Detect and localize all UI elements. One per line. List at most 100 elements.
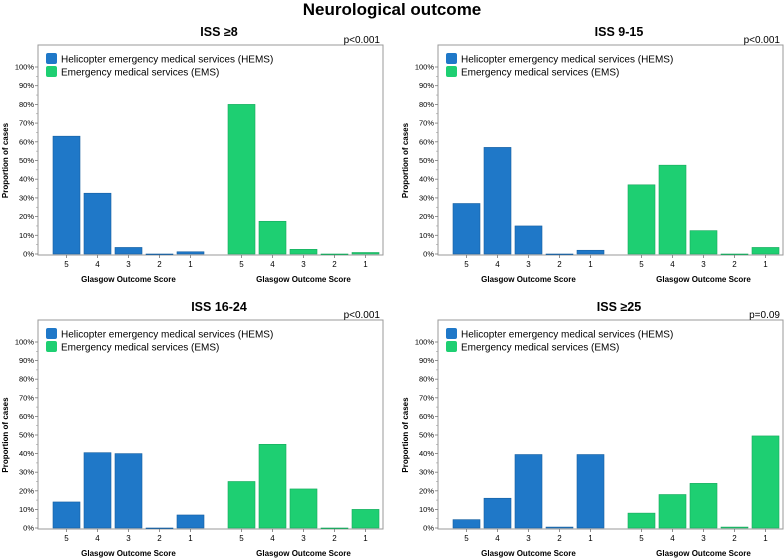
bar-ems-5 [627, 184, 656, 255]
bar-hems-3 [514, 454, 543, 529]
x-tick-label: 3 [701, 260, 706, 269]
y-tick-label: 10% [19, 505, 34, 514]
x-tick-label: 2 [557, 534, 562, 543]
bar-hems-2 [545, 526, 574, 529]
y-tick-label: 100% [15, 338, 35, 347]
x-tick-label: 3 [301, 260, 306, 269]
y-tick-label: 40% [19, 175, 34, 184]
legend-label-hems: Helicopter emergency medical services (H… [461, 55, 673, 66]
bar-ems-1 [351, 509, 380, 529]
bar-hems-2 [145, 253, 174, 255]
x-tick-label: 1 [188, 260, 193, 269]
p-value: p<0.001 [344, 310, 381, 321]
y-tick-label: 100% [15, 63, 35, 72]
bar-hems-5 [452, 519, 481, 529]
x-tick-label: 5 [239, 260, 244, 269]
legend-swatch-ems [446, 341, 457, 352]
bar-hems-3 [514, 225, 543, 255]
panel-title: ISS 16-24 [191, 300, 247, 314]
y-tick-label: 30% [19, 468, 34, 477]
x-tick-label: 5 [464, 260, 469, 269]
y-tick-label: 20% [419, 486, 434, 495]
x-tick-label: 1 [588, 260, 593, 269]
x-tick-label: 4 [495, 534, 500, 543]
bar-hems-5 [52, 501, 81, 529]
x-axis-label: Glasgow Outcome Score [256, 275, 351, 284]
y-tick-label: 80% [19, 100, 34, 109]
legend-swatch-ems [46, 341, 57, 352]
y-tick-label: 70% [419, 393, 434, 402]
legend-swatch-hems [446, 53, 457, 64]
y-tick-label: 10% [419, 231, 434, 240]
x-tick-label: 1 [763, 534, 768, 543]
y-axis-label: Proportion of cases [401, 397, 410, 473]
panel-1: ISS ≥8 p<0.001 Helicopter emergency medica… [1, 25, 384, 284]
x-tick-label: 2 [332, 534, 337, 543]
y-tick-label: 50% [19, 431, 34, 440]
x-tick-label: 4 [95, 260, 100, 269]
y-tick-label: 60% [419, 412, 434, 421]
x-axis-label: Glasgow Outcome Score [481, 275, 576, 284]
bar-hems-4 [483, 147, 512, 255]
x-tick-label: 2 [732, 260, 737, 269]
y-tick-label: 0% [423, 250, 434, 259]
y-tick-label: 60% [19, 412, 34, 421]
bar-hems-3 [114, 247, 143, 255]
legend-swatch-ems [446, 66, 457, 77]
x-tick-label: 3 [701, 534, 706, 543]
legend-label-ems: Emergency medical services (EMS) [61, 68, 219, 79]
y-tick-label: 70% [19, 393, 34, 402]
bar-ems-3 [289, 249, 318, 255]
x-tick-label: 4 [495, 260, 500, 269]
x-axis-label: Glasgow Outcome Score [656, 549, 751, 558]
x-tick-label: 1 [188, 534, 193, 543]
x-axis-label: Glasgow Outcome Score [656, 275, 751, 284]
y-tick-label: 40% [419, 449, 434, 458]
bar-ems-2 [720, 253, 749, 255]
panel-title: ISS ≥8 [200, 25, 237, 39]
x-tick-label: 1 [363, 534, 368, 543]
bar-ems-2 [320, 253, 349, 255]
y-tick-label: 40% [419, 175, 434, 184]
x-tick-label: 1 [363, 260, 368, 269]
y-tick-label: 30% [419, 193, 434, 202]
y-tick-label: 80% [419, 100, 434, 109]
y-axis-label: Proportion of cases [1, 397, 10, 473]
x-tick-label: 4 [270, 260, 275, 269]
y-axis-label: Proportion of cases [1, 122, 10, 198]
x-tick-label: 1 [588, 534, 593, 543]
legend-swatch-hems [46, 53, 57, 64]
y-tick-label: 0% [423, 524, 434, 533]
legend-swatch-hems [446, 328, 457, 339]
plot-frame [437, 319, 784, 530]
bar-hems-5 [452, 203, 481, 255]
bar-ems-1 [751, 247, 780, 255]
y-tick-label: 30% [419, 468, 434, 477]
legend-label-ems: Emergency medical services (EMS) [461, 343, 619, 354]
y-tick-label: 20% [419, 212, 434, 221]
x-tick-label: 4 [95, 534, 100, 543]
y-tick-label: 50% [419, 156, 434, 165]
y-tick-label: 0% [23, 524, 34, 533]
x-tick-label: 2 [732, 534, 737, 543]
x-tick-label: 3 [526, 534, 531, 543]
bar-ems-4 [658, 494, 687, 529]
y-tick-label: 90% [19, 356, 34, 365]
x-tick-label: 5 [639, 534, 644, 543]
bar-ems-3 [689, 230, 718, 255]
bar-ems-3 [289, 488, 318, 529]
x-tick-label: 3 [301, 534, 306, 543]
bar-hems-4 [483, 497, 512, 529]
panel-2: ISS 9-15 p<0.001 Helicopter emergency medi… [401, 25, 784, 284]
x-axis-label: Glasgow Outcome Score [481, 549, 576, 558]
plot-frame [37, 44, 384, 256]
y-tick-label: 90% [419, 356, 434, 365]
legend-label-hems: Helicopter emergency medical services (H… [461, 330, 673, 341]
p-value: p<0.001 [744, 35, 781, 46]
p-value: p<0.001 [344, 35, 381, 46]
y-tick-label: 60% [419, 137, 434, 146]
y-tick-label: 60% [19, 137, 34, 146]
bar-ems-5 [227, 481, 256, 529]
bar-hems-4 [83, 192, 112, 255]
